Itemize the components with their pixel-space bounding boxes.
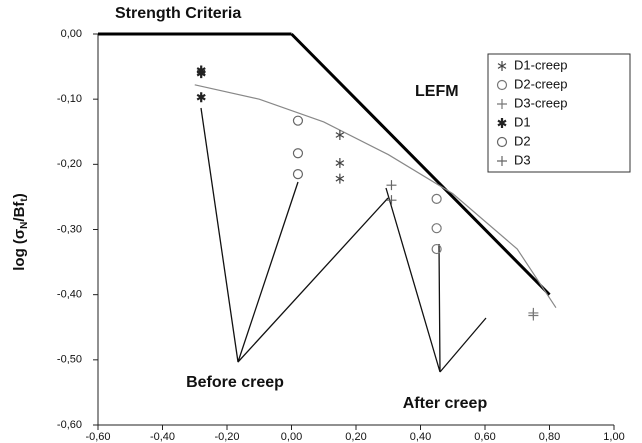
legend-label: D1 [514,114,531,129]
legend-marker [497,118,507,128]
pointer [439,317,487,373]
y-label-part: ) [11,193,28,198]
point [292,148,304,159]
x-tick-label: -0,20 [214,431,239,443]
point [386,195,397,206]
annotation: After creep [403,395,488,412]
point [528,310,539,321]
x-tick-label: -0,40 [150,431,175,443]
y-tick-label: -0,10 [57,93,82,105]
y-tick-label: -0,20 [57,158,82,170]
legend-label: D1-creep [514,57,567,72]
x-tick-label: 0,80 [539,431,560,443]
y-tick-label: -0,60 [57,419,82,431]
y-tick-label: 0,00 [61,28,82,40]
x-tick-label: 0,60 [474,431,495,443]
point [196,92,206,103]
chart-title: Strength Criteria [115,5,241,22]
point [292,115,304,126]
y-tick-label: -0,50 [57,354,82,366]
legend-label: D2-creep [514,76,567,91]
x-tick-label: 0,20 [345,431,366,443]
point [196,68,206,79]
x-tick-label: -0,60 [85,431,110,443]
y-label-part: log (σ [11,229,28,271]
legend-label: D3 [514,152,531,167]
y-label-part: N [19,222,30,229]
legend-box [487,53,631,173]
legend-label: D2 [514,133,531,148]
legend-marker [497,99,507,109]
point [386,180,397,191]
line [194,84,557,309]
pointers [200,107,487,373]
legend-label: D3-creep [514,95,567,110]
point [431,223,442,234]
point [335,173,345,184]
line [290,32,551,296]
pointer [237,197,389,363]
y-tick-label: -0,40 [57,289,82,301]
pointer [385,187,441,373]
point [335,158,345,169]
annotation: Before creep [186,374,284,391]
y-label-part: t [19,198,30,202]
y-axis-label: log (σN/Bft) [11,193,30,271]
annotation: LEFM [415,83,459,100]
x-tick-label: 1,00 [603,431,624,443]
point [292,169,304,180]
x-tick-label: 0,00 [281,431,302,443]
point [431,243,442,255]
pointer [200,107,299,363]
legend-marker [496,79,508,91]
y-label-part: /Bf [11,201,28,222]
x-tick-label: 0,40 [410,431,431,443]
legend-marker [497,61,507,71]
legend-marker [496,136,508,148]
y-tick-label: -0,30 [57,223,82,235]
point [335,130,345,141]
legend-marker [497,156,507,166]
point [431,193,442,204]
